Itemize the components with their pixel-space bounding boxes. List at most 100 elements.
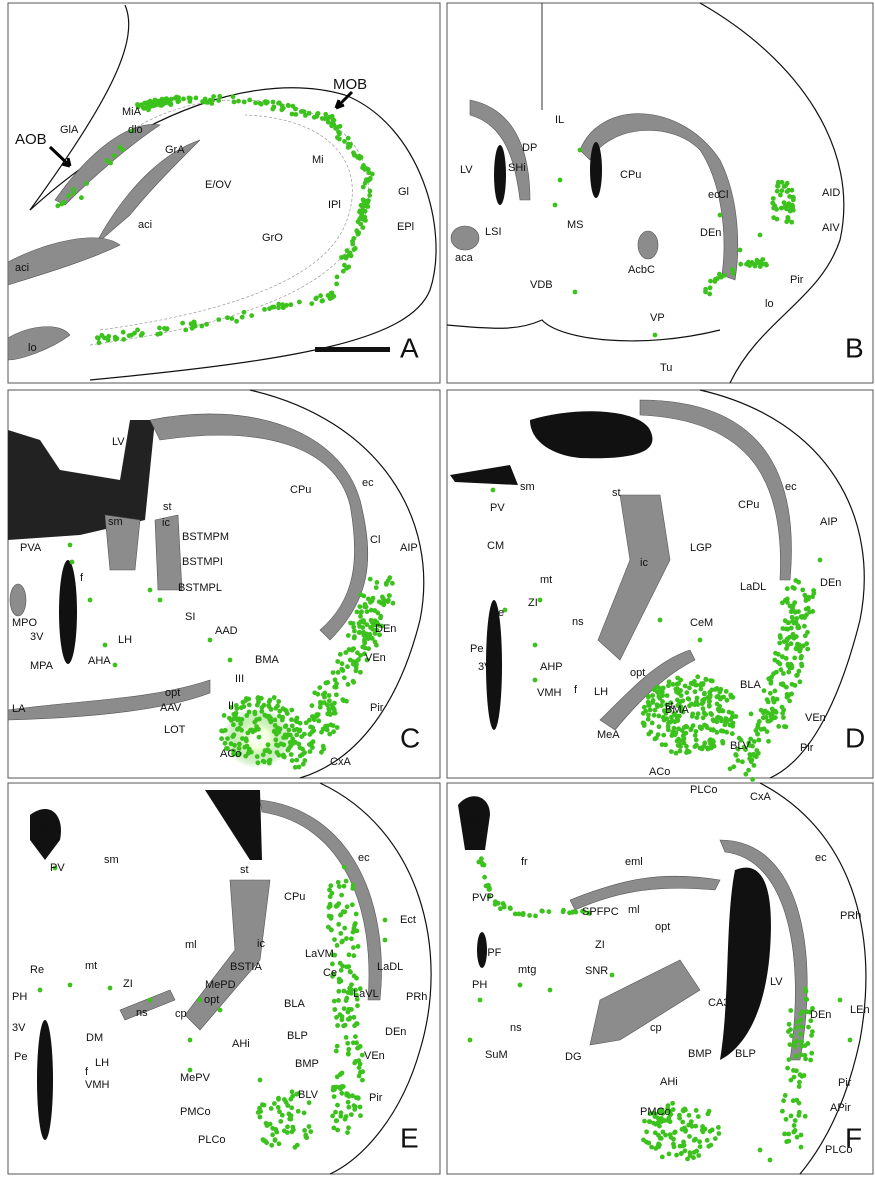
labeled-cell — [769, 717, 774, 722]
region-label: DEn — [700, 227, 721, 239]
labeled-cell — [352, 629, 357, 634]
labeled-cell — [327, 693, 332, 698]
labeled-cell — [298, 754, 303, 759]
labeled-cell — [770, 711, 775, 716]
labeled-cell — [271, 100, 276, 105]
labeled-cell — [335, 1023, 340, 1028]
labeled-cell — [277, 709, 282, 714]
labeled-cell — [297, 765, 302, 770]
labeled-cell — [344, 936, 349, 941]
labeled-cell — [707, 704, 712, 709]
labeled-cell — [277, 714, 282, 719]
labeled-cell — [108, 986, 113, 991]
labeled-cell — [538, 598, 543, 603]
labeled-cell — [361, 594, 366, 599]
labeled-cell — [683, 1128, 688, 1133]
labeled-cell — [267, 699, 272, 704]
labeled-cell — [521, 912, 526, 917]
labeled-cell — [338, 1012, 343, 1017]
labeled-cell — [358, 1113, 363, 1118]
labeled-cell — [160, 99, 165, 104]
labeled-cell — [148, 588, 153, 593]
region-label: LaVL — [353, 988, 379, 1000]
labeled-cell — [380, 595, 385, 600]
labeled-cell — [240, 315, 245, 320]
labeled-cell — [792, 656, 797, 661]
region-label: PH — [472, 979, 487, 991]
labeled-cell — [309, 730, 314, 735]
labeled-cell — [775, 217, 780, 222]
labeled-cell — [216, 317, 221, 322]
labeled-cell — [680, 1120, 685, 1125]
region-label: BSTIA — [230, 961, 262, 973]
labeled-cell — [353, 1104, 358, 1109]
labeled-cell — [706, 1144, 711, 1149]
region-label: MOB — [333, 76, 367, 93]
labeled-cell — [383, 918, 388, 923]
labeled-cell — [204, 322, 209, 327]
region-label: PRh — [840, 910, 861, 922]
labeled-cell — [682, 731, 687, 736]
region-label: ml — [185, 939, 197, 951]
labeled-cell — [391, 601, 396, 606]
labeled-cell — [307, 1100, 312, 1105]
labeled-cell — [757, 738, 762, 743]
region-label: D3V — [31, 820, 53, 832]
labeled-cell — [799, 1024, 804, 1029]
region-label: Cl — [370, 534, 380, 546]
labeled-cell — [357, 621, 362, 626]
labeled-cell — [791, 603, 796, 608]
labeled-cell — [650, 721, 655, 726]
labeled-cell — [691, 1155, 696, 1160]
labeled-cell — [650, 693, 655, 698]
region-label: BLP — [287, 1030, 308, 1042]
labeled-cell — [668, 720, 673, 725]
labeled-cell — [806, 1025, 811, 1030]
labeled-cell — [794, 646, 799, 651]
labeled-cell — [667, 679, 672, 684]
labeled-cell — [248, 728, 253, 733]
labeled-cell — [332, 999, 337, 1004]
labeled-cell — [319, 730, 324, 735]
labeled-cell — [657, 724, 662, 729]
labeled-cell — [642, 1119, 647, 1124]
labeled-cell — [758, 233, 763, 238]
region-label: GrA — [165, 144, 185, 156]
labeled-cell — [325, 116, 330, 121]
labeled-cell — [328, 904, 333, 909]
labeled-cell — [256, 1110, 261, 1115]
labeled-cell — [282, 755, 287, 760]
labeled-cell — [695, 674, 700, 679]
labeled-cell — [218, 1008, 223, 1013]
region-label: BMP — [688, 1048, 712, 1060]
labeled-cell — [360, 1069, 365, 1074]
region-label: CPu — [620, 169, 641, 181]
labeled-cell — [71, 187, 76, 192]
labeled-cell — [242, 310, 247, 315]
labeled-cell — [540, 909, 545, 914]
region-label: DEn — [385, 1026, 406, 1038]
labeled-cell — [66, 194, 71, 199]
region-label: MeA — [597, 729, 620, 741]
labeled-cell — [361, 163, 366, 168]
region-label: AIP — [820, 516, 838, 528]
labeled-cell — [344, 996, 349, 1001]
labeled-cell — [321, 744, 326, 749]
labeled-cell — [346, 136, 351, 141]
labeled-cell — [378, 614, 383, 619]
labeled-cell — [355, 1003, 360, 1008]
labeled-cell — [482, 875, 487, 880]
labeled-cell — [346, 1052, 351, 1057]
labeled-cell — [776, 724, 781, 729]
labeled-cell — [797, 1080, 802, 1085]
labeled-cell — [307, 1124, 312, 1129]
region-label: opt — [630, 667, 645, 679]
labeled-cell — [776, 180, 781, 185]
region-label: CPu — [284, 891, 305, 903]
labeled-cell — [338, 652, 343, 657]
labeled-cell — [799, 614, 804, 619]
labeled-cell — [328, 712, 333, 717]
region-label: ns — [510, 1022, 522, 1034]
labeled-cell — [352, 1061, 357, 1066]
region-label: st — [163, 501, 172, 513]
